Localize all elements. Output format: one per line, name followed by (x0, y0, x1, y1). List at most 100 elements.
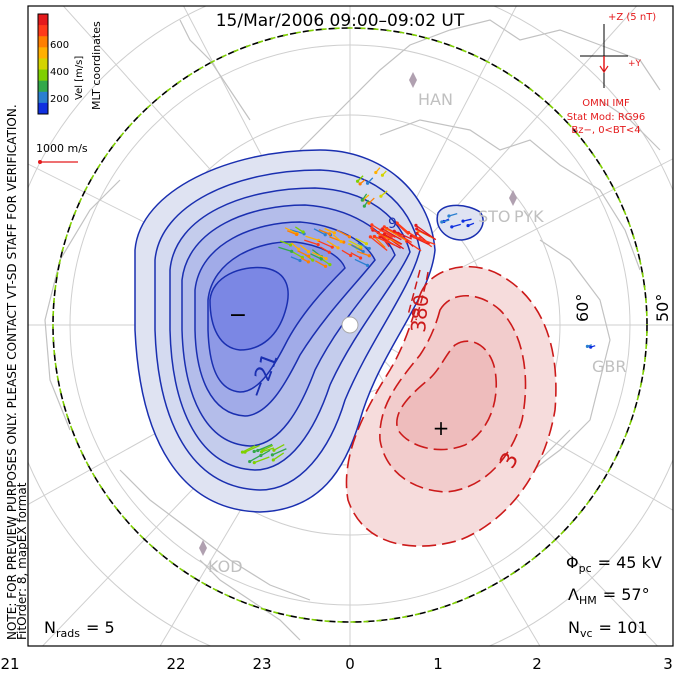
velocity-vector-origin (364, 242, 369, 246)
velocity-vector-origin (327, 232, 332, 236)
vector-scale-label: 1000 m/s (36, 142, 88, 155)
color-scale-swatch (38, 14, 48, 26)
velocity-vector-origin (298, 258, 302, 263)
velocity-vector (249, 454, 262, 463)
velocity-vector-origin (374, 170, 378, 175)
velocity-vector (394, 230, 413, 240)
velocity-vector-origin (328, 263, 332, 267)
color-scale-swatch (38, 69, 48, 82)
color-scale-tick-600: 600 (50, 40, 69, 51)
velocity-vector-origin (382, 225, 386, 229)
velocity-vector-origin (259, 450, 264, 454)
velocity-vector-origin (367, 201, 371, 205)
velocity-vector-origin (240, 450, 245, 454)
preview-note: NOTE: FOR PREVIEW PURPOSES ONLY. PLEASE … (5, 104, 19, 640)
velocity-vector (311, 251, 327, 260)
coordinates-label: MLT coordinates (90, 21, 103, 110)
velocity-vector-origin (412, 235, 417, 239)
color-scale-swatch (38, 25, 48, 37)
velocity-vector (395, 222, 410, 236)
velocity-vector-origin (270, 453, 274, 457)
imf-panel: +Z (5 nT) +Y OMNI IMF Stat Mod: RG96 Bz−… (567, 12, 657, 136)
color-scale-swatch (38, 47, 48, 59)
imf-y-label: +Y (628, 59, 642, 69)
velocity-vector (315, 260, 326, 267)
velocity-vector (332, 234, 342, 243)
pole-marker (341, 316, 359, 334)
velocity-vector-origin (288, 243, 293, 247)
velocity-vector (354, 258, 368, 266)
mlt-tick-3: 3 (663, 655, 673, 673)
color-scale-tick-400: 400 (50, 67, 69, 78)
velocity-vector-origin (324, 256, 328, 261)
velocity-vector (373, 236, 386, 249)
imf-condition: Bz−, 0<BT<4 (571, 125, 640, 136)
station-label-pyk: PYK (514, 207, 544, 226)
velocity-vector (371, 227, 391, 243)
velocity-vector-origin (370, 226, 374, 230)
velocity-vector-origin (440, 220, 444, 224)
velocity-vector-origin (372, 234, 377, 239)
velocity-vector-origin (327, 250, 331, 254)
velocity-vector-origin (367, 246, 371, 251)
velocity-vector (341, 249, 352, 257)
mlt-tick-2: 2 (532, 655, 542, 673)
velocity-vector (357, 242, 370, 250)
station-label-sto: STO (478, 207, 511, 226)
velocity-vector (291, 242, 300, 250)
velocity-vector (324, 227, 335, 234)
velocity-vector-origin (359, 245, 363, 249)
fit-order-note: FitOrder: 8, mapEX format (15, 482, 29, 640)
velocity-vector-origin (365, 181, 370, 185)
velocity-vector-origin (290, 249, 294, 253)
velocity-vector (279, 240, 291, 246)
velocity-vector (284, 227, 298, 235)
velocity-vector (289, 229, 305, 235)
small-negative-contour-label: 9 (388, 216, 397, 232)
color-scale-swatch (38, 102, 48, 115)
velocity-vector-origin (392, 229, 396, 233)
mlt-tick-0: 0 (345, 655, 355, 673)
velocity-vector-origin (368, 235, 372, 239)
vector-scale: 1000 m/s (36, 142, 88, 164)
positive-potential-cell (345, 265, 557, 547)
velocity-vector (369, 236, 388, 252)
velocity-vector-origin (319, 257, 323, 261)
velocity-vector-origin (306, 260, 310, 264)
velocity-vector-origin (252, 449, 256, 454)
velocity-vector-origin (466, 223, 470, 228)
velocity-vector-origin (323, 233, 327, 237)
velocity-vector-origin (365, 263, 370, 267)
latitude-label-50: 50° (653, 294, 672, 322)
velocity-vector-origin (379, 194, 383, 198)
velocity-vector (278, 246, 292, 252)
velocity-vector-origin (297, 247, 301, 251)
velocity-vector-origin (415, 231, 419, 235)
velocity-vector-origin (358, 182, 362, 186)
velocity-vector-origin (367, 254, 371, 258)
color-scale-swatch (38, 58, 48, 71)
velocity-vector-origin (339, 240, 343, 244)
velocity-vector (242, 445, 256, 453)
velocity-vector (305, 235, 319, 241)
velocity-vectors (240, 167, 596, 465)
velocity-vector (318, 240, 333, 248)
velocity-vector (399, 234, 412, 243)
velocity-vector (371, 224, 393, 239)
imf-stat-mod: Stat Mod: RG96 (567, 112, 646, 123)
velocity-vector-origin (380, 173, 385, 177)
mlt-tick-1: 1 (433, 655, 443, 673)
n-vectors-stat: Nvc = 101 (568, 618, 648, 640)
velocity-vector-origin (355, 179, 360, 183)
velocity-vector-origin (362, 204, 366, 208)
velocity-vector-origin (409, 234, 413, 238)
velocity-vector (272, 452, 285, 461)
velocity-vector (299, 244, 310, 253)
velocity-vector-origin (370, 223, 374, 227)
color-scale-swatch (38, 80, 48, 93)
velocity-vector-origin (395, 221, 399, 225)
station-label-kod: KOD (208, 557, 243, 576)
statistics-panel: Nrads = 5 Φpc = 45 kV ΛHM = 57° Nvc = 101 (44, 553, 662, 640)
station-label-gbr: GBR (592, 357, 627, 376)
